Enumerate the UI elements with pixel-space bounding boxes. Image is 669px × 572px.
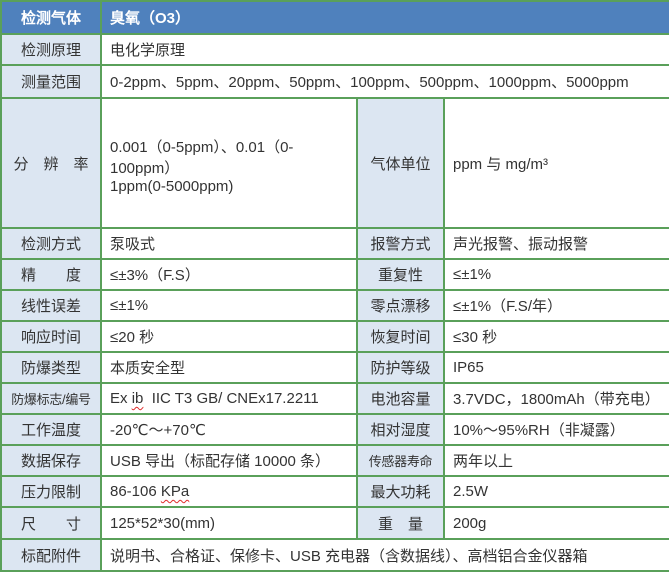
row-label: 传感器寿命 <box>356 444 445 477</box>
row-label: 防护等级 <box>356 351 445 384</box>
header-label: 检测气体 <box>0 0 102 35</box>
row-value: 86-106 KPa <box>100 475 358 508</box>
row-value: 2.5W <box>443 475 669 508</box>
row-value: ≤30 秒 <box>443 320 669 353</box>
spellcheck-underline: ib <box>131 390 144 407</box>
row-label: 尺 寸 <box>0 506 102 540</box>
row-value: ≤20 秒 <box>100 320 358 353</box>
row-label: 重复性 <box>356 258 445 291</box>
row-label: 防爆标志/编号 <box>0 382 102 415</box>
row-label: 数据保存 <box>0 444 102 477</box>
row-label: 标配附件 <box>0 538 102 572</box>
row-value: ≤±1% <box>443 258 669 291</box>
row-value: USB 导出（标配存储 10000 条） <box>100 444 358 477</box>
row-value: Ex ib IIC T3 GB/ CNEx17.2211 <box>100 382 358 415</box>
row-value: 声光报警、振动报警 <box>443 227 669 260</box>
row-value: ≤±1% <box>100 289 358 322</box>
row-label: 测量范围 <box>0 64 102 99</box>
resolution-lines: 0.001（0-5ppm）、0.01（0-100ppm） 1ppm(0-5000… <box>110 135 348 195</box>
row-value: 0.001（0-5ppm）、0.01（0-100ppm） 1ppm(0-5000… <box>100 97 358 229</box>
row-label: 检测原理 <box>0 33 102 66</box>
table-row-explosion-type: 防爆类型 本质安全型 防护等级 IP65 <box>0 351 669 384</box>
table-row-resolution: 分 辨 率 0.001（0-5ppm）、0.01（0-100ppm） 1ppm(… <box>0 97 669 229</box>
row-value: 说明书、合格证、保修卡、USB 充电器（含数据线）、高档铝合金仪器箱 <box>100 538 669 572</box>
row-label: 报警方式 <box>356 227 445 260</box>
row-value: ≤±1%（F.S/年） <box>443 289 669 322</box>
row-value: 3.7VDC，1800mAh（带充电） <box>443 382 669 415</box>
row-value: 0-2ppm、5ppm、20ppm、50ppm、100ppm、500ppm、10… <box>100 64 669 99</box>
table-row-accessories: 标配附件 说明书、合格证、保修卡、USB 充电器（含数据线）、高档铝合金仪器箱 <box>0 538 669 572</box>
table-row-work-temp: 工作温度 -20℃～+70℃ 相对湿度 10%～95%RH（非凝露） <box>0 413 669 446</box>
row-label: 恢复时间 <box>356 320 445 353</box>
row-label: 防爆类型 <box>0 351 102 384</box>
row-label: 精 度 <box>0 258 102 291</box>
table-row-response: 响应时间 ≤20 秒 恢复时间 ≤30 秒 <box>0 320 669 353</box>
value-text: 86-106 <box>110 483 161 500</box>
row-value: 本质安全型 <box>100 351 358 384</box>
row-value: -20℃～+70℃ <box>100 413 358 446</box>
table-row-size: 尺 寸 125*52*30(mm) 重 量 200g <box>0 506 669 540</box>
row-value: ≤±3%（F.S） <box>100 258 358 291</box>
table-header-row: 检测气体 臭氧（O3） <box>0 0 669 35</box>
table-row-linearity: 线性误差 ≤±1% 零点漂移 ≤±1%（F.S/年） <box>0 289 669 322</box>
table-row-method: 检测方式 泵吸式 报警方式 声光报警、振动报警 <box>0 227 669 260</box>
row-label: 响应时间 <box>0 320 102 353</box>
row-label: 检测方式 <box>0 227 102 260</box>
row-label: 气体单位 <box>356 97 445 229</box>
row-value: 泵吸式 <box>100 227 358 260</box>
row-label: 工作温度 <box>0 413 102 446</box>
table-row-pressure: 压力限制 86-106 KPa 最大功耗 2.5W <box>0 475 669 508</box>
table-row-storage: 数据保存 USB 导出（标配存储 10000 条） 传感器寿命 两年以上 <box>0 444 669 477</box>
row-label: 重 量 <box>356 506 445 540</box>
row-label: 线性误差 <box>0 289 102 322</box>
row-label: 分 辨 率 <box>0 97 102 229</box>
value-text: Ex <box>110 390 132 407</box>
row-value: 电化学原理 <box>100 33 669 66</box>
table-row-accuracy: 精 度 ≤±3%（F.S） 重复性 ≤±1% <box>0 258 669 291</box>
row-value: 10%～95%RH（非凝露） <box>443 413 669 446</box>
row-label: 零点漂移 <box>356 289 445 322</box>
row-value: IP65 <box>443 351 669 384</box>
header-value: 臭氧（O3） <box>100 0 669 35</box>
table-row-explosion-mark: 防爆标志/编号 Ex ib IIC T3 GB/ CNEx17.2211 电池容… <box>0 382 669 415</box>
table-row-principle: 检测原理 电化学原理 <box>0 33 669 66</box>
row-value: 200g <box>443 506 669 540</box>
row-label: 最大功耗 <box>356 475 445 508</box>
spellcheck-underline: KPa <box>160 483 190 500</box>
resolution-line-2: 1ppm(0-5000ppm) <box>110 178 234 195</box>
row-value: 125*52*30(mm) <box>100 506 358 540</box>
table-row-range: 测量范围 0-2ppm、5ppm、20ppm、50ppm、100ppm、500p… <box>0 64 669 99</box>
row-value: 两年以上 <box>443 444 669 477</box>
row-label: 电池容量 <box>356 382 445 415</box>
row-value: ppm 与 mg/m³ <box>443 97 669 229</box>
row-label: 相对湿度 <box>356 413 445 446</box>
value-text: IIC T3 GB/ CNEx17.2211 <box>143 390 319 407</box>
resolution-line-1: 0.001（0-5ppm）、0.01（0-100ppm） <box>110 139 294 177</box>
row-label: 压力限制 <box>0 475 102 508</box>
